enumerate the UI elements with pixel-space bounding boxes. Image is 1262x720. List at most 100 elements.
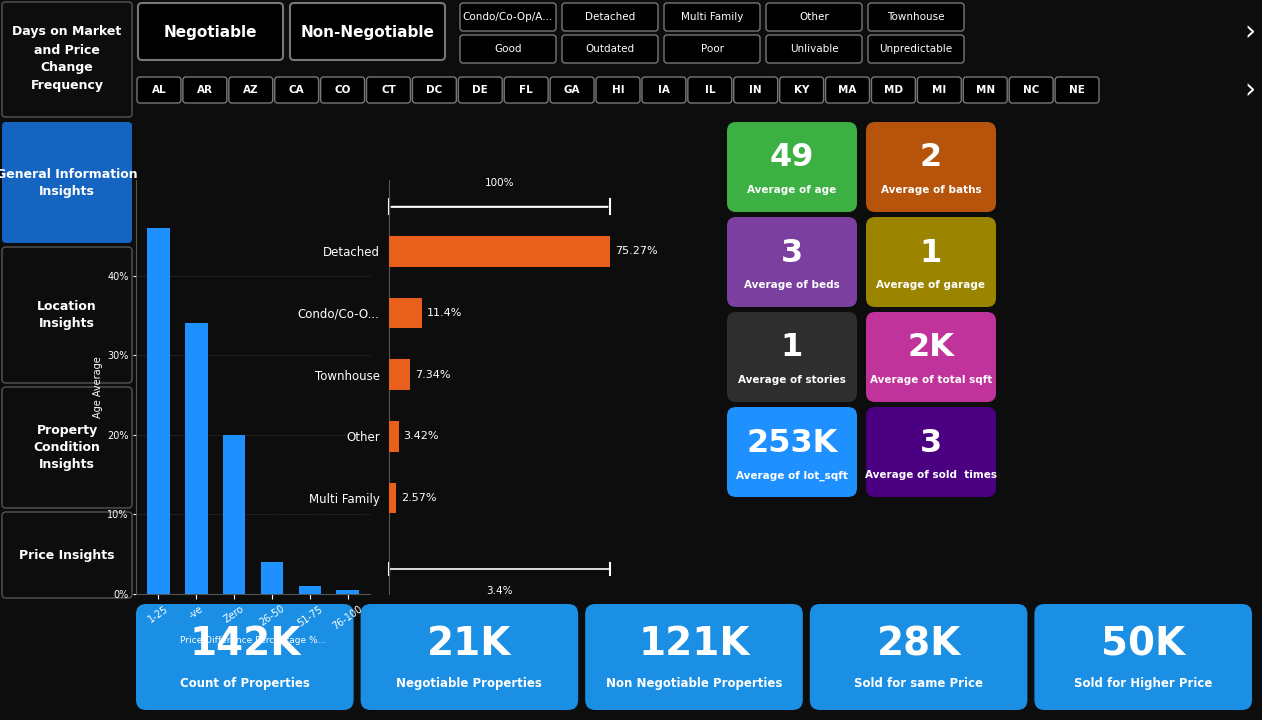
- Text: Unpredictable: Unpredictable: [880, 44, 953, 54]
- FancyBboxPatch shape: [727, 217, 857, 307]
- FancyBboxPatch shape: [727, 407, 857, 497]
- FancyBboxPatch shape: [3, 387, 133, 508]
- Bar: [222, 435, 245, 594]
- Text: 50K: 50K: [1102, 625, 1185, 663]
- Text: Negotiable Properties: Negotiable Properties: [396, 677, 543, 690]
- Bar: [389, 297, 423, 328]
- Text: NE: NE: [1069, 85, 1085, 95]
- Bar: [146, 228, 169, 594]
- Text: 3.42%: 3.42%: [403, 431, 439, 441]
- Text: Price Insights: Price Insights: [19, 549, 115, 562]
- FancyBboxPatch shape: [366, 77, 410, 103]
- Bar: [299, 586, 322, 594]
- Bar: [389, 421, 399, 451]
- Text: Location
Insights: Location Insights: [37, 300, 97, 330]
- Text: ›: ›: [1244, 18, 1256, 46]
- Text: 28K: 28K: [877, 625, 960, 663]
- Text: Outdated: Outdated: [586, 44, 635, 54]
- Text: 1: 1: [781, 333, 803, 364]
- Text: Unlivable: Unlivable: [790, 44, 838, 54]
- Text: 75.27%: 75.27%: [615, 246, 658, 256]
- Text: FL: FL: [520, 85, 533, 95]
- FancyBboxPatch shape: [461, 3, 557, 31]
- FancyBboxPatch shape: [596, 77, 640, 103]
- Bar: [184, 323, 207, 594]
- Text: Average of lot_sqft: Average of lot_sqft: [736, 470, 848, 480]
- FancyBboxPatch shape: [458, 77, 502, 103]
- FancyBboxPatch shape: [138, 3, 283, 60]
- Text: IA: IA: [658, 85, 670, 95]
- FancyBboxPatch shape: [727, 122, 857, 212]
- Text: 121K: 121K: [639, 625, 750, 663]
- FancyBboxPatch shape: [733, 77, 777, 103]
- Text: MD: MD: [883, 85, 902, 95]
- FancyBboxPatch shape: [727, 312, 857, 402]
- Text: 1: 1: [920, 238, 943, 269]
- Text: MN: MN: [976, 85, 994, 95]
- Text: 11.4%: 11.4%: [427, 308, 462, 318]
- Text: Sold for Higher Price: Sold for Higher Price: [1074, 677, 1213, 690]
- Text: AZ: AZ: [244, 85, 259, 95]
- FancyBboxPatch shape: [780, 77, 824, 103]
- Bar: [337, 590, 360, 594]
- FancyBboxPatch shape: [866, 312, 996, 402]
- Text: Condo/Co-Op/A...: Condo/Co-Op/A...: [463, 12, 553, 22]
- FancyBboxPatch shape: [3, 2, 133, 117]
- Text: 21K: 21K: [428, 625, 511, 663]
- Text: 253K: 253K: [746, 428, 838, 459]
- FancyBboxPatch shape: [766, 3, 862, 31]
- Text: Good: Good: [495, 44, 521, 54]
- FancyBboxPatch shape: [872, 77, 915, 103]
- Text: HI: HI: [612, 85, 625, 95]
- Text: 3.4%: 3.4%: [486, 585, 512, 595]
- Text: Average of age: Average of age: [747, 185, 837, 195]
- FancyBboxPatch shape: [183, 77, 227, 103]
- FancyBboxPatch shape: [963, 77, 1007, 103]
- Text: Days on Market
and Price
Change
Frequency: Days on Market and Price Change Frequenc…: [13, 25, 121, 92]
- FancyBboxPatch shape: [321, 77, 365, 103]
- Text: Negotiable: Negotiable: [164, 24, 257, 40]
- Bar: [389, 482, 396, 513]
- Text: Average of beds: Average of beds: [745, 280, 840, 290]
- Y-axis label: Age Average: Age Average: [93, 356, 103, 418]
- Text: IL: IL: [704, 85, 716, 95]
- Text: General Information
Insights: General Information Insights: [0, 168, 138, 197]
- Text: KY: KY: [794, 85, 809, 95]
- FancyBboxPatch shape: [866, 122, 996, 212]
- Text: 7.34%: 7.34%: [415, 369, 451, 379]
- Text: 142K: 142K: [189, 625, 300, 663]
- Text: CA: CA: [289, 85, 304, 95]
- FancyBboxPatch shape: [1055, 77, 1099, 103]
- Text: CT: CT: [381, 85, 396, 95]
- Text: Average of stories: Average of stories: [738, 375, 846, 385]
- FancyBboxPatch shape: [664, 3, 760, 31]
- Bar: [261, 562, 284, 594]
- FancyBboxPatch shape: [505, 77, 548, 103]
- Text: Non Negotiable Properties: Non Negotiable Properties: [606, 677, 782, 690]
- Text: Sold for same Price: Sold for same Price: [854, 677, 983, 690]
- Text: CO: CO: [334, 85, 351, 95]
- FancyBboxPatch shape: [766, 35, 862, 63]
- Text: Property
Condition
Insights: Property Condition Insights: [34, 424, 101, 471]
- FancyBboxPatch shape: [562, 35, 658, 63]
- Text: ›: ›: [1244, 76, 1256, 104]
- Text: DE: DE: [472, 85, 488, 95]
- FancyBboxPatch shape: [664, 35, 760, 63]
- FancyBboxPatch shape: [866, 407, 996, 497]
- Text: Poor: Poor: [700, 44, 723, 54]
- FancyBboxPatch shape: [810, 604, 1027, 710]
- FancyBboxPatch shape: [3, 247, 133, 383]
- Text: Count of Properties: Count of Properties: [180, 677, 309, 690]
- FancyBboxPatch shape: [562, 3, 658, 31]
- Text: MI: MI: [933, 85, 946, 95]
- FancyBboxPatch shape: [413, 77, 457, 103]
- FancyBboxPatch shape: [688, 77, 732, 103]
- Text: Average of garage: Average of garage: [877, 280, 986, 290]
- FancyBboxPatch shape: [290, 3, 445, 60]
- FancyBboxPatch shape: [275, 77, 318, 103]
- FancyBboxPatch shape: [868, 35, 964, 63]
- Text: 2.57%: 2.57%: [400, 493, 437, 503]
- Text: GA: GA: [564, 85, 581, 95]
- Text: 2K: 2K: [907, 333, 954, 364]
- FancyBboxPatch shape: [3, 122, 133, 243]
